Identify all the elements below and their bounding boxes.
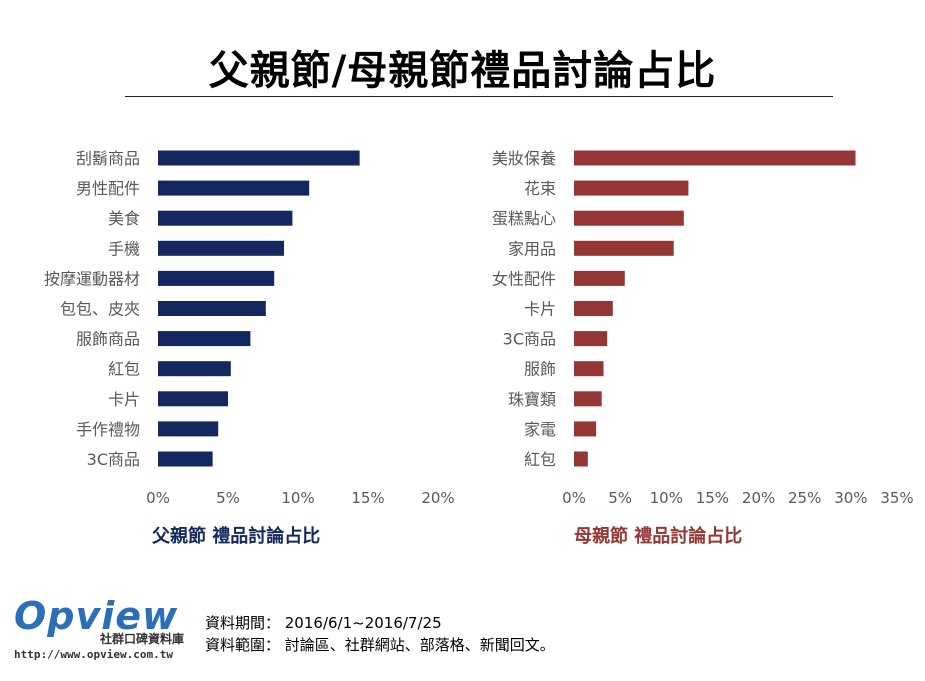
father-bar bbox=[158, 210, 293, 226]
mother-tick-label: 20% bbox=[742, 489, 775, 507]
mother-category-label: 卡片 bbox=[524, 300, 556, 319]
father-category-label: 按摩運動器材 bbox=[44, 269, 140, 288]
father-bar bbox=[158, 331, 251, 347]
father-category-label: 3C商品 bbox=[87, 450, 140, 469]
mother-bar bbox=[574, 391, 602, 407]
mother-category-label: 3C商品 bbox=[503, 330, 556, 349]
father-category-label: 包包、皮夾 bbox=[60, 300, 140, 319]
data-scope-note: 資料範圍： 討論區、社群網站、部落格、新聞回文。 bbox=[205, 636, 555, 654]
logo-url: http://www.opview.com.tw bbox=[14, 648, 173, 661]
father-bar bbox=[158, 240, 284, 256]
father-bar bbox=[158, 301, 266, 316]
father-bar bbox=[158, 421, 219, 437]
father-category-label: 卡片 bbox=[108, 390, 140, 409]
father-category-label: 手機 bbox=[108, 239, 140, 258]
father-category-label: 紅包 bbox=[108, 360, 140, 379]
father-tick-label: 0% bbox=[146, 489, 170, 507]
father-category-label: 男性配件 bbox=[76, 179, 140, 198]
mother-chart-title: 母親節 禮品討論占比 bbox=[574, 526, 743, 547]
father-tick-label: 5% bbox=[216, 489, 240, 507]
mother-category-label: 服飾 bbox=[524, 360, 556, 379]
father-category-label: 美食 bbox=[108, 209, 140, 228]
father-chart-title: 父親節 禮品討論占比 bbox=[152, 526, 321, 547]
mother-tick-label: 30% bbox=[834, 489, 867, 507]
mother-bar bbox=[574, 421, 597, 437]
father-tick-label: 15% bbox=[351, 489, 384, 507]
father-tick-label: 20% bbox=[421, 489, 454, 507]
mother-category-label: 珠寶類 bbox=[508, 390, 556, 409]
mother-bar bbox=[574, 451, 588, 467]
mother-category-label: 花束 bbox=[524, 179, 556, 198]
mother-tick-label: 0% bbox=[562, 489, 586, 507]
mother-category-label: 女性配件 bbox=[492, 269, 556, 288]
data-period-note: 資料期間： 2016/6/1~2016/7/25 bbox=[205, 614, 442, 632]
logo-subtitle: 社群口碑資料庫 bbox=[100, 632, 185, 646]
logo-wordmark: Opview bbox=[14, 594, 179, 638]
father-bar bbox=[158, 451, 213, 467]
mother-category-label: 紅包 bbox=[524, 450, 556, 469]
opview-logo: Opview 社群口碑資料庫 http://www.opview.com.tw bbox=[14, 594, 186, 666]
mother-tick-label: 15% bbox=[696, 489, 729, 507]
mother-bar bbox=[574, 331, 608, 347]
mother-tick-label: 5% bbox=[608, 489, 632, 507]
mother-bar bbox=[574, 240, 674, 256]
mother-tick-label: 10% bbox=[650, 489, 683, 507]
mother-tick-label: 35% bbox=[880, 489, 913, 507]
mother-category-label: 家用品 bbox=[508, 239, 556, 258]
mother-category-label: 美妝保養 bbox=[492, 149, 556, 168]
father-bar bbox=[158, 150, 360, 166]
mother-category-label: 蛋糕點心 bbox=[492, 209, 556, 228]
mother-bar bbox=[574, 301, 613, 316]
mother-bar bbox=[574, 150, 856, 166]
mother-category-label: 家電 bbox=[524, 420, 556, 439]
father-category-label: 手作禮物 bbox=[76, 420, 140, 439]
father-category-label: 刮鬍商品 bbox=[76, 149, 140, 168]
title-divider bbox=[125, 96, 833, 97]
father-bar bbox=[158, 270, 275, 286]
mother-tick-label: 25% bbox=[788, 489, 821, 507]
mother-bar bbox=[574, 270, 625, 286]
page-title: 父親節/母親節禮品討論占比 bbox=[208, 48, 717, 94]
mother-bar bbox=[574, 361, 604, 377]
mother-bar bbox=[574, 180, 689, 196]
father-tick-label: 10% bbox=[281, 489, 314, 507]
father-bar bbox=[158, 391, 228, 407]
father-category-label: 服飾商品 bbox=[76, 330, 140, 349]
father-bar bbox=[158, 361, 231, 377]
mother-bar bbox=[574, 210, 684, 226]
father-bar bbox=[158, 180, 310, 196]
